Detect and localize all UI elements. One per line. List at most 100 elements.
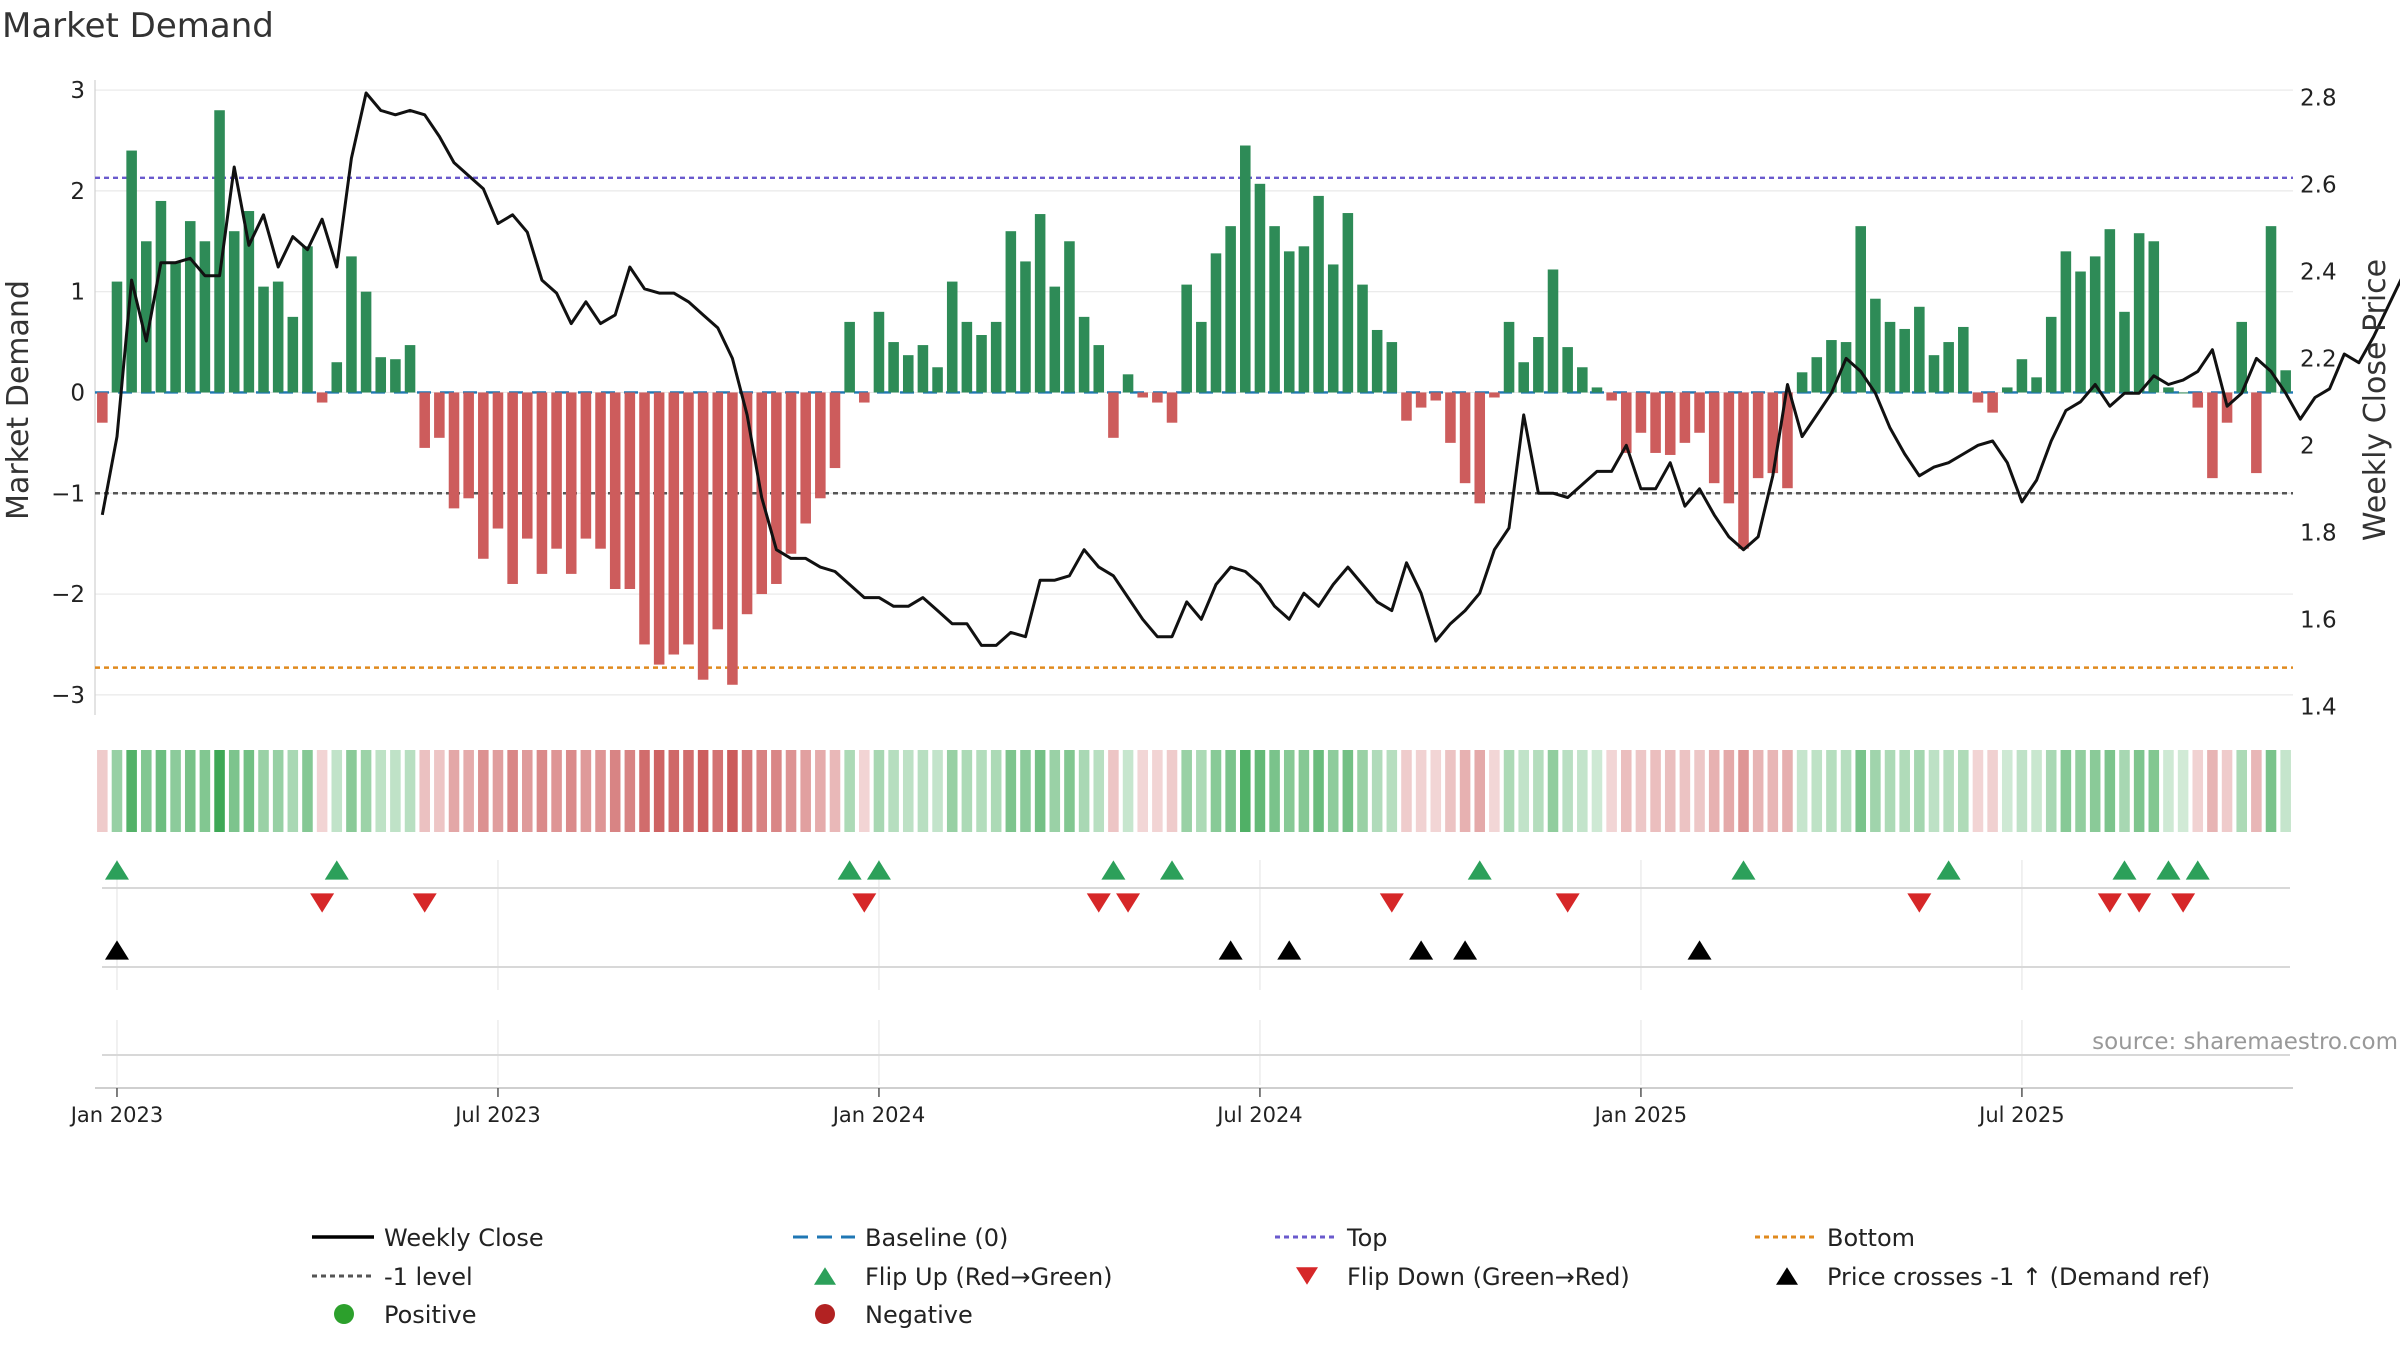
flip-down-marker [1116, 893, 1141, 913]
heat-cell [97, 750, 108, 832]
right-tick-label: 1.6 [2300, 607, 2337, 633]
demand-bar [771, 392, 782, 584]
x-tick-label: Jul 2023 [453, 1103, 540, 1127]
demand-bar [1870, 298, 1881, 393]
heat-cell [521, 750, 533, 832]
heat-cell [2060, 750, 2072, 832]
heat-cell [214, 750, 225, 832]
demand-bar [800, 392, 811, 524]
demand-bar [214, 110, 225, 393]
heat-cell [2016, 750, 2028, 832]
demand-bar [272, 281, 284, 393]
legend-item: Baseline (0) [793, 1224, 1008, 1252]
heat-cell [2163, 750, 2174, 832]
demand-bar [1826, 340, 1837, 393]
demand-bar [609, 392, 621, 590]
demand-bar [976, 335, 987, 393]
heat-cell [1342, 750, 1354, 832]
demand-heat-strip [97, 750, 2291, 832]
demand-bar [199, 241, 211, 393]
heat-cell [2251, 750, 2262, 832]
right-tick-label: 2 [2300, 433, 2315, 459]
heat-cell [199, 750, 211, 832]
heat-cell [683, 750, 694, 832]
flip-up-marker [2185, 860, 2210, 880]
left-tick-label: 0 [70, 380, 85, 406]
x-tick-label: Jan 2024 [831, 1103, 926, 1127]
heat-cell [1240, 750, 1251, 832]
heat-cell [1518, 750, 1529, 832]
demand-bar [961, 321, 973, 393]
demand-bar [302, 246, 313, 393]
x-axis: Jan 2023 Jul 2023 Jan 2024 Jul 2024 Jan 2025… [69, 1087, 2293, 1127]
demand-bar [1899, 328, 1910, 393]
legend-label: Negative [865, 1301, 973, 1329]
demand-bar [1415, 392, 1427, 408]
heat-cell [1459, 750, 1471, 832]
heat-cell [829, 750, 841, 832]
heat-cell [976, 750, 987, 832]
flip-down-marker [1907, 893, 1932, 913]
heat-cell [917, 750, 929, 832]
heat-cell [1225, 750, 1236, 832]
demand-bar [1137, 392, 1148, 398]
heat-cell [434, 750, 445, 832]
heat-cell [1503, 750, 1515, 832]
heat-cell [184, 750, 196, 832]
heat-cell [2089, 750, 2101, 832]
heat-cell [2192, 750, 2204, 832]
heat-cell [1034, 750, 1046, 832]
flip-up-marker [324, 860, 349, 880]
heat-cell [2148, 750, 2160, 832]
legend-item: Negative [815, 1301, 973, 1329]
legend-swatch [334, 1304, 354, 1324]
heat-cell [1122, 750, 1134, 832]
demand-bar [1533, 337, 1544, 393]
demand-bar [360, 291, 372, 393]
left-tick-label: 2 [70, 179, 85, 205]
flip-up-marker [2112, 860, 2137, 880]
demand-bar [551, 392, 562, 549]
heat-cell [609, 750, 621, 832]
heat-cell [1049, 750, 1061, 832]
heat-cell [1474, 750, 1486, 832]
demand-bar [2016, 359, 2028, 393]
demand-bar [1474, 392, 1486, 504]
heat-cell [595, 750, 606, 832]
heat-cell [1664, 750, 1676, 832]
heat-cell [346, 750, 357, 832]
heat-cell [565, 750, 577, 832]
heat-cell [1108, 750, 1119, 832]
heat-cell [2133, 750, 2145, 832]
demand-bar [2236, 321, 2247, 393]
demand-bar [683, 392, 694, 645]
demand-bar [1811, 357, 1823, 393]
demand-bar [1855, 226, 1867, 393]
right-tick-label: 2.8 [2300, 85, 2337, 111]
demand-bar [917, 345, 929, 393]
demand-bar [1445, 392, 1456, 443]
heat-cell [1078, 750, 1090, 832]
heat-cell [2104, 750, 2116, 832]
flip-down-marker [310, 893, 335, 913]
heat-cell [1826, 750, 1837, 832]
demand-bar [448, 392, 460, 509]
demand-bar [1166, 392, 1178, 423]
flip-down-marker [852, 893, 877, 913]
heat-cell [404, 750, 416, 832]
right-axis: 2.8 2.6 2.4 2.2 2 1.8 1.6 1.4 [2300, 85, 2337, 720]
demand-bar [1752, 392, 1764, 479]
demand-bar [1547, 269, 1559, 393]
legend-label: Positive [384, 1301, 477, 1329]
heat-cell [1064, 750, 1075, 832]
heat-cell [1694, 750, 1705, 832]
heat-cell [1577, 750, 1588, 832]
demand-bar [419, 392, 430, 448]
flip-markers [102, 860, 2290, 1056]
heat-cell [785, 750, 797, 832]
demand-bar [595, 392, 606, 549]
heat-cell [1415, 750, 1427, 832]
left-axis: 3 2 1 0 −1 −2 −3 [51, 78, 85, 709]
heat-cell [1752, 750, 1764, 832]
